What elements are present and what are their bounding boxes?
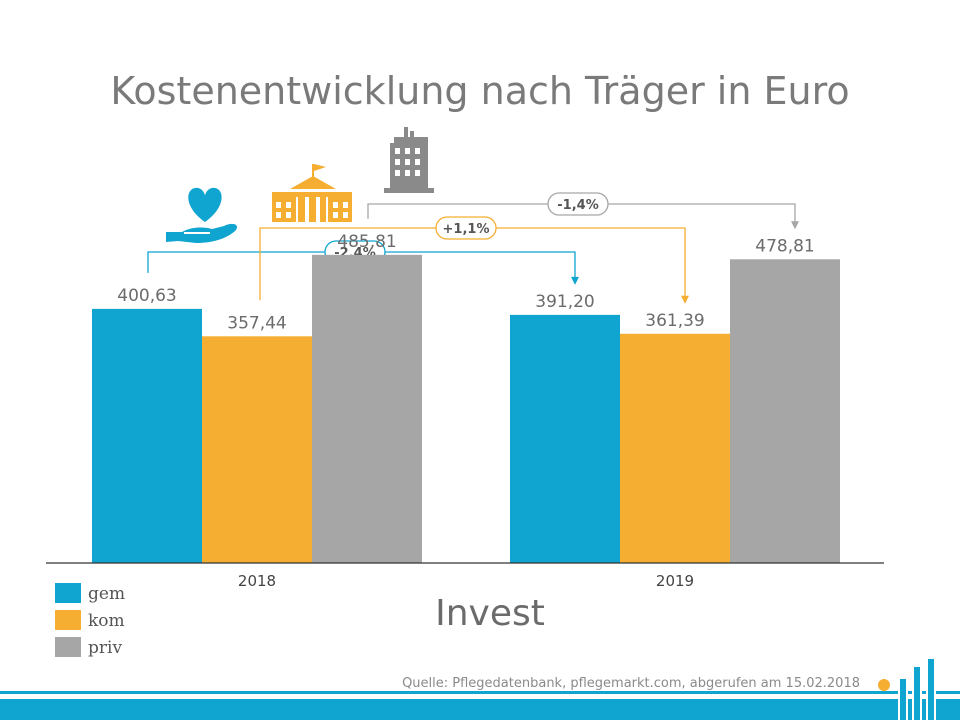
bar-priv-2018: [312, 254, 422, 563]
legend-label-kom: kom: [88, 611, 125, 631]
change-badge-priv: [547, 192, 609, 216]
arrowhead-gem: [571, 276, 579, 285]
x-tick-2018: 2018: [238, 572, 276, 590]
legend-swatch-priv: [55, 637, 81, 657]
logo-icon: [878, 656, 936, 720]
value-label-priv-2019: 478,81: [755, 236, 814, 256]
bar-gem-2018: [92, 308, 202, 563]
legend: gem kom priv: [55, 583, 125, 658]
value-label-kom-2019: 361,39: [645, 311, 704, 331]
bar-kom-2019: [620, 333, 730, 563]
value-label-gem-2018: 400,63: [117, 286, 176, 306]
change-badge-kom: [435, 216, 497, 240]
public-building-icon: [272, 164, 352, 222]
bar-kom-2018: [202, 336, 312, 563]
value-labels: 400,63 391,20 357,44 361,39 485,81 478,81: [117, 232, 814, 333]
value-label-gem-2019: 391,20: [535, 292, 594, 312]
legend-swatch-kom: [55, 610, 81, 630]
office-tower-icon: [384, 127, 434, 193]
change-connectors: -2,4%+1,1%-1,4%: [147, 192, 799, 304]
legend-swatch-gem: [55, 583, 81, 603]
footer-band: [0, 699, 960, 720]
heart-hand-icon: [166, 187, 238, 243]
value-label-kom-2018: 357,44: [227, 313, 286, 333]
x-tick-2019: 2019: [656, 572, 694, 590]
carrier-icons: [166, 127, 434, 243]
change-label-priv: -1,4%: [557, 198, 598, 213]
chart-title: Kostenentwicklung nach Träger in Euro: [110, 69, 849, 113]
arrowhead-kom: [681, 295, 689, 304]
legend-label-priv: priv: [88, 638, 122, 658]
x-axis-label: Invest: [435, 593, 545, 634]
x-tick-labels: 2018 2019: [238, 572, 694, 590]
bar-gem-2019: [510, 314, 620, 563]
value-label-priv-2018: 485,81: [337, 232, 396, 252]
bars: [92, 254, 840, 563]
source-note: Quelle: Pflegedatenbank, pflegemarkt.com…: [402, 676, 860, 691]
change-label-kom: +1,1%: [443, 222, 490, 237]
bar-priv-2019: [730, 259, 840, 563]
arrowhead-priv: [791, 221, 799, 230]
footer-band-line: [0, 691, 960, 694]
legend-label-gem: gem: [88, 584, 125, 604]
